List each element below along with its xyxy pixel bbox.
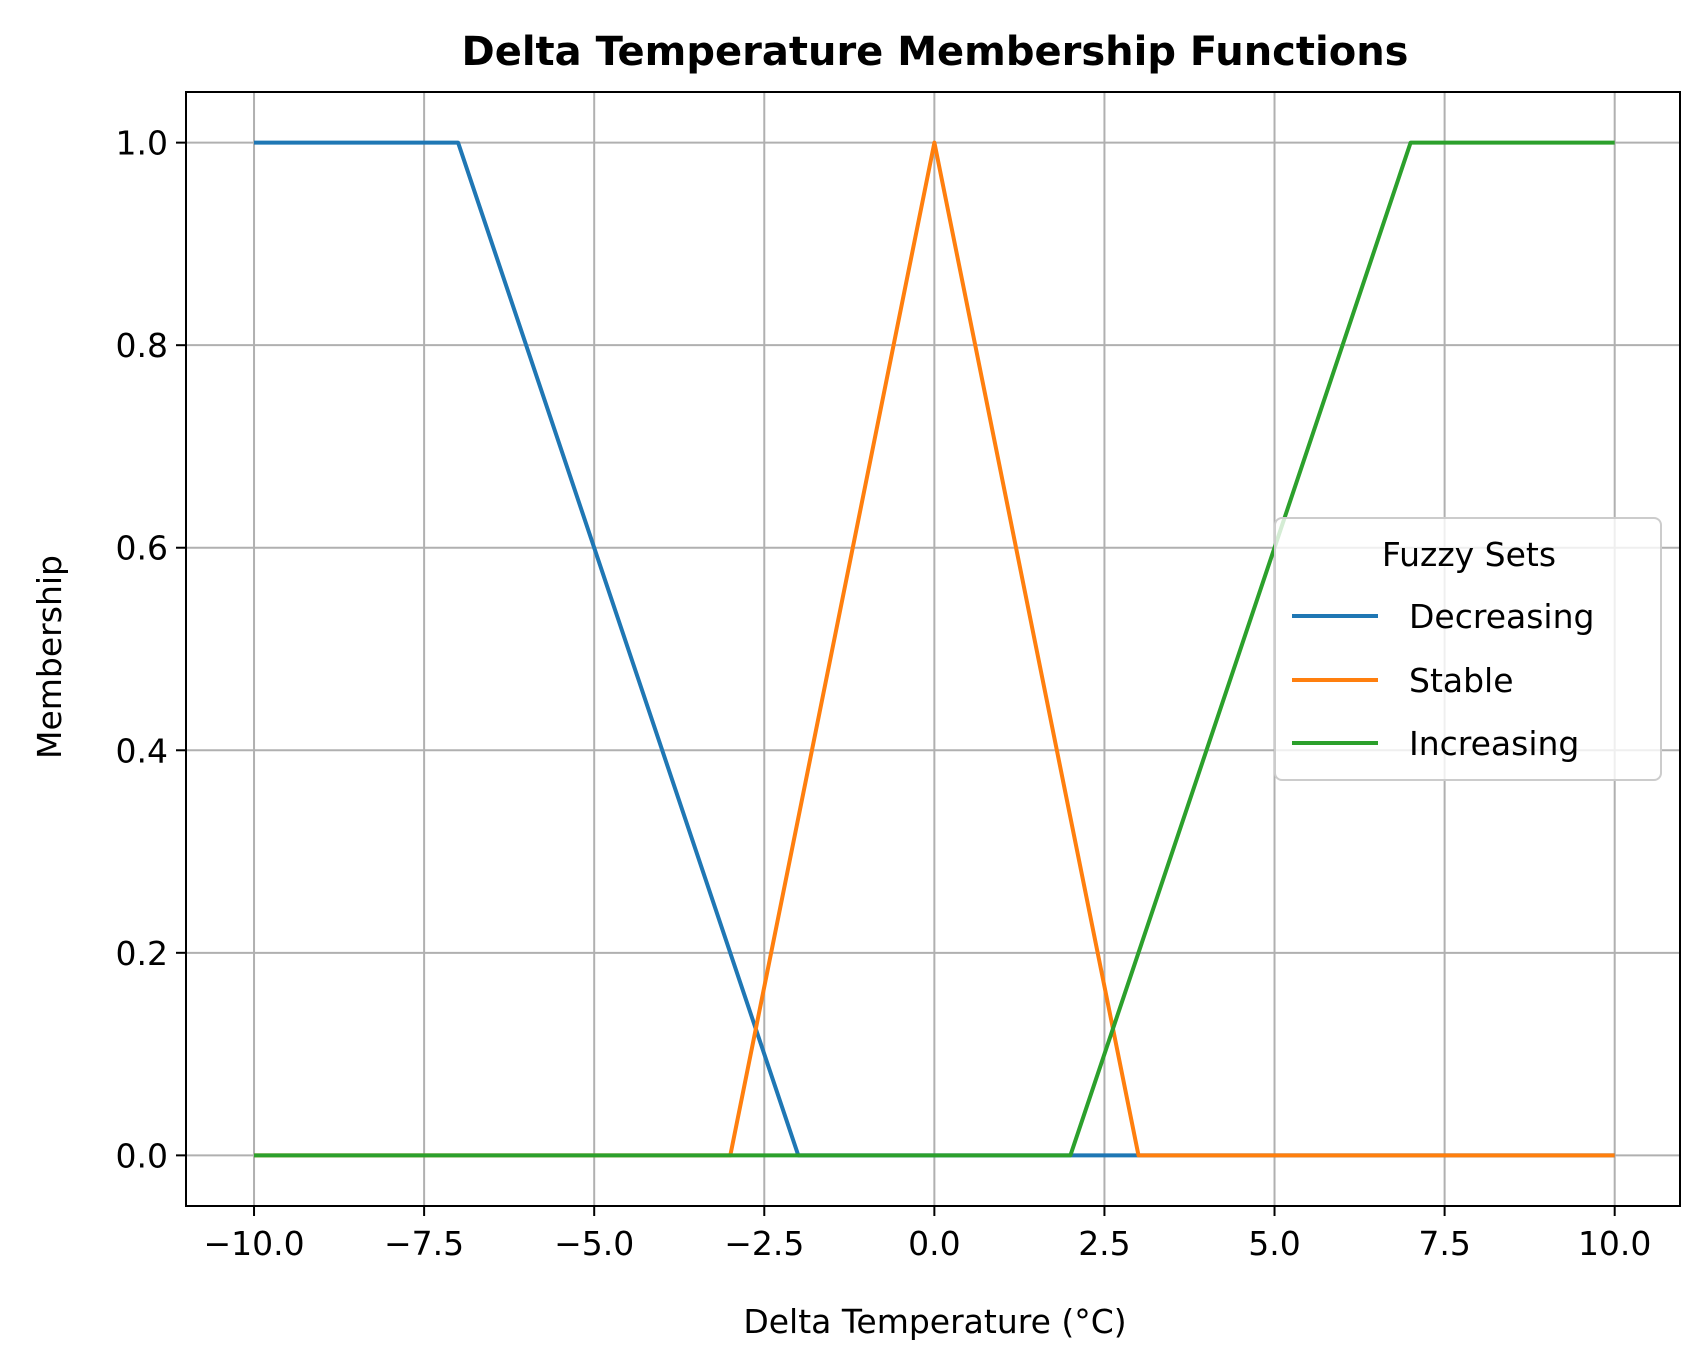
legend-title: Fuzzy Sets [1382, 535, 1556, 574]
y-tick-label: 0.6 [116, 529, 168, 568]
series-lines [254, 140, 1615, 1158]
y-tick-label: 0.2 [116, 934, 168, 973]
x-axis-label: Delta Temperature (°C) [743, 1302, 1126, 1341]
legend-box [1274, 517, 1662, 781]
plot-frame [185, 91, 1681, 1207]
y-tick-label: 0.4 [116, 731, 168, 770]
y-tick-label: 0.8 [116, 326, 168, 365]
y-tick-label: 0.0 [116, 1136, 168, 1175]
legend: Fuzzy Sets Decreasing Stable Increasing [1274, 517, 1662, 781]
x-tick-label: 5.0 [1248, 1224, 1300, 1263]
x-tick-label: −2.5 [724, 1224, 804, 1263]
x-tick-label: −5.0 [554, 1224, 634, 1263]
x-tick-label: −10.0 [203, 1224, 304, 1263]
legend-label-increasing: Increasing [1409, 724, 1579, 763]
chart-title: Delta Temperature Membership Functions [462, 29, 1409, 75]
series-line-increasing [254, 140, 1615, 1158]
x-tick-label: −7.5 [384, 1224, 464, 1263]
y-axis-ticks: 0.0 0.2 0.4 0.6 0.8 1.0 [116, 124, 186, 1175]
x-tick-label: 0.0 [908, 1224, 960, 1263]
y-axis-label: Membership [30, 555, 69, 759]
x-axis-ticks: −10.0 −7.5 −5.0 −2.5 0.0 2.5 5.0 7.5 10.0 [203, 1206, 1651, 1263]
x-tick-label: 10.0 [1578, 1224, 1651, 1263]
x-tick-label: 7.5 [1418, 1224, 1470, 1263]
legend-label-stable: Stable [1409, 661, 1514, 700]
x-tick-label: 2.5 [1078, 1224, 1130, 1263]
legend-label-decreasing: Decreasing [1409, 597, 1594, 636]
y-tick-label: 1.0 [116, 124, 168, 163]
